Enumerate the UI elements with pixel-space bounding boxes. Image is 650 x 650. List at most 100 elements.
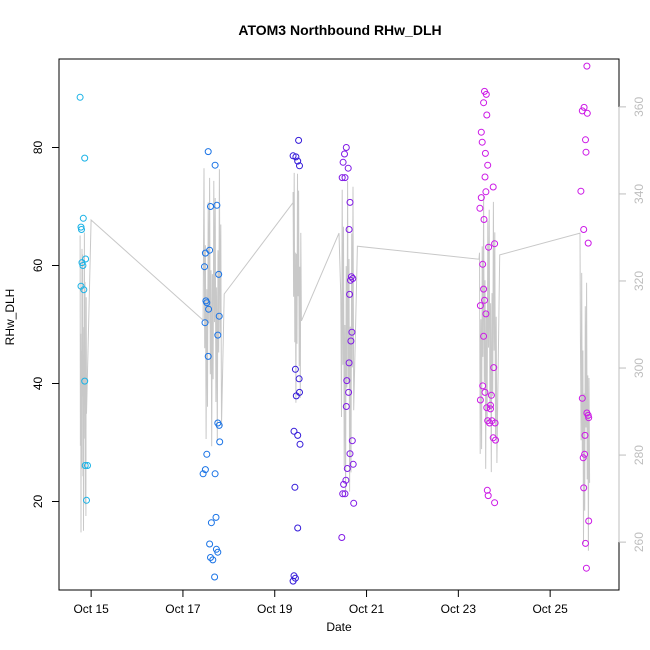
data-point (582, 539, 589, 547)
data-point (349, 460, 357, 468)
data-point (479, 260, 487, 268)
chart-title: ATOM3 Northbound RHw_DLH (238, 22, 441, 38)
data-point (81, 154, 89, 162)
data-point (342, 403, 350, 410)
data-point (212, 513, 220, 521)
data-point (477, 128, 485, 136)
y-tick-label: 40 (31, 377, 45, 391)
data-point (580, 484, 588, 492)
secondary-y-tick-label: 300 (632, 358, 646, 378)
data-point (581, 450, 589, 458)
data-point (204, 352, 212, 360)
data-point (340, 480, 348, 488)
data-point (291, 483, 299, 491)
x-axis-label: Date (326, 620, 352, 634)
data-point (78, 226, 85, 233)
data-point (348, 437, 356, 445)
data-point (489, 434, 497, 442)
data-point (296, 162, 303, 170)
data-point (341, 174, 349, 182)
x-tick-label: Oct 25 (532, 602, 568, 616)
data-point (582, 148, 590, 156)
data-point (582, 564, 590, 572)
data-point (84, 462, 91, 469)
data-point (481, 149, 489, 157)
data-point (82, 255, 90, 263)
data-point (213, 201, 221, 209)
data-point (338, 534, 346, 541)
data-point (291, 365, 299, 373)
data-point (294, 524, 302, 532)
data-point (215, 421, 223, 429)
y-axis: 20 40 60 80 (31, 141, 60, 508)
y-tick-label: 60 (31, 259, 45, 273)
data-point (476, 204, 484, 212)
data-point (79, 214, 87, 222)
data-point (76, 93, 84, 101)
secondary-y-tick-label: 280 (632, 445, 646, 465)
data-point (482, 90, 490, 98)
data-point (491, 499, 499, 507)
data-point (481, 296, 488, 304)
data-point (295, 136, 303, 144)
data-point (484, 492, 492, 500)
data-point (350, 499, 358, 507)
data-point (582, 136, 589, 144)
data-point (479, 382, 487, 390)
data-point (345, 359, 353, 367)
data-point (583, 62, 591, 70)
data-point (211, 573, 219, 581)
data-point (480, 216, 488, 223)
data-point (491, 240, 499, 248)
data-point (83, 496, 90, 504)
data-point (78, 259, 86, 267)
data-point (490, 364, 498, 372)
secondary-series-line (79, 168, 591, 551)
data-point (585, 517, 593, 525)
data-point (206, 246, 214, 254)
data-point (346, 198, 354, 206)
data-point (482, 188, 490, 196)
data-point (343, 465, 351, 472)
data-point (199, 470, 207, 478)
data-point (341, 150, 348, 158)
data-point (483, 486, 491, 494)
data-point (216, 438, 224, 446)
data-point (579, 454, 587, 462)
secondary-y-tick-label: 320 (632, 271, 646, 291)
data-point (487, 391, 495, 399)
data-point (480, 332, 488, 340)
secondary-y-tick-label: 260 (632, 532, 646, 552)
data-point (344, 164, 352, 172)
data-point (577, 187, 585, 195)
data-point (215, 270, 223, 278)
data-point (80, 286, 88, 294)
secondary-y-tick-label: 340 (632, 184, 646, 204)
x-axis: Oct 15 Oct 17 Oct 19 Oct 21 Oct 23 Oct 25 (73, 589, 568, 616)
data-point (339, 158, 347, 166)
data-point (345, 388, 353, 396)
data-point (342, 144, 350, 151)
data-point (476, 396, 484, 404)
data-point (483, 111, 491, 119)
data-point (584, 239, 592, 247)
secondary-y-axis: 260 280 300 320 340 360 (618, 97, 646, 552)
data-point (583, 109, 591, 117)
data-point (203, 299, 211, 307)
data-point (487, 405, 494, 413)
data-point (346, 450, 354, 458)
data-point (292, 392, 300, 400)
data-point (201, 263, 208, 271)
data-point (487, 401, 494, 409)
data-point (294, 157, 302, 165)
data-point (292, 153, 300, 161)
data-point (205, 305, 213, 313)
data-point (489, 183, 497, 191)
data-point (207, 519, 215, 527)
data-point (211, 470, 219, 478)
data-point (483, 404, 491, 412)
data-point (343, 377, 351, 385)
data-point (484, 161, 492, 169)
data-point (214, 331, 222, 339)
